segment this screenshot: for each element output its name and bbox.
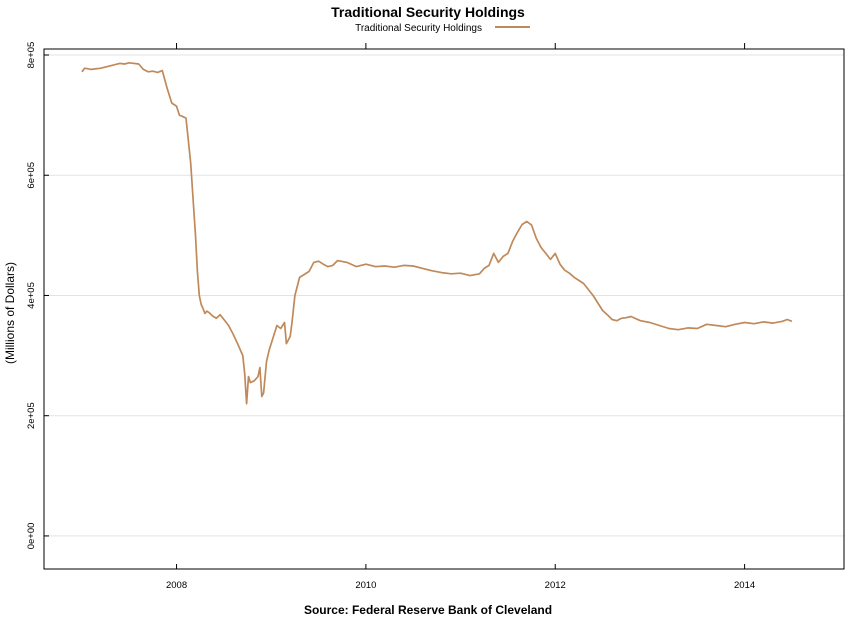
legend-entry-label: Traditional Security Holdings xyxy=(355,23,482,34)
x-tick-label: 2010 xyxy=(355,580,376,591)
legend: Traditional Security Holdings xyxy=(355,23,530,34)
gridlines xyxy=(44,54,844,537)
y-tick-label: 0e+00 xyxy=(26,523,37,550)
x-tick-label: 2012 xyxy=(545,580,566,591)
y-axis-label: (Millions of Dollars) xyxy=(3,262,17,364)
chart-title: Traditional Security Holdings xyxy=(331,4,525,20)
x-axis: 2008 2010 2012 2014 xyxy=(166,564,755,591)
x-tick-label: 2014 xyxy=(734,580,755,591)
y-tick-label: 2e+05 xyxy=(26,402,37,429)
series-line-traditional-security-holdings xyxy=(81,61,793,405)
top-axis xyxy=(176,43,746,49)
source-caption: Source: Federal Reserve Bank of Clevelan… xyxy=(304,603,552,617)
y-axis: 0e+00 2e+05 4e+05 6e+05 8e+05 xyxy=(26,42,49,550)
x-tick-label: 2008 xyxy=(166,580,187,591)
y-tick-label: 6e+05 xyxy=(26,162,37,189)
y-tick-label: 8e+05 xyxy=(26,42,37,69)
y-tick-label: 4e+05 xyxy=(26,282,37,309)
plot-frame xyxy=(43,48,845,570)
